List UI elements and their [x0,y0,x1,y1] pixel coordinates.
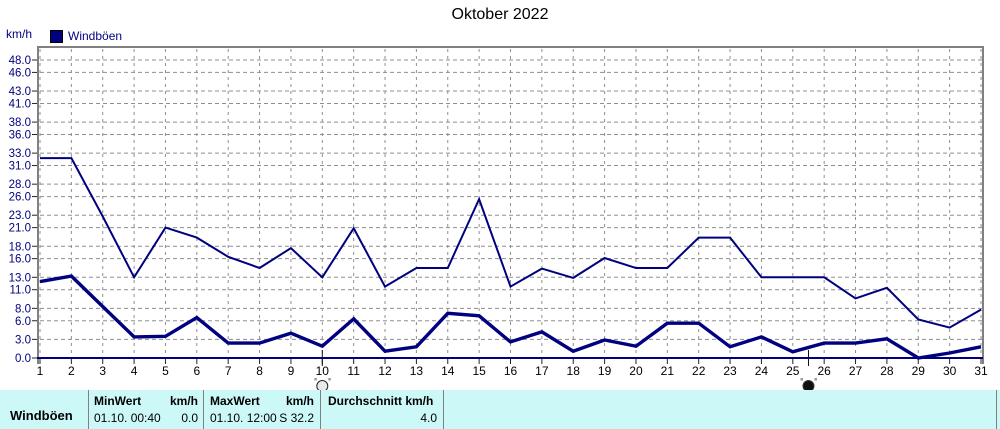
x-tick-label: 4 [131,364,138,378]
table-separator [88,390,89,429]
durchschnitt-header: Durchschnitt km/h [328,394,434,408]
maxwert-value-row: 01.10. 12:00 S 32.2 [210,411,314,425]
x-tick-label: 25 [786,364,800,378]
x-tick-label: 30 [943,364,957,378]
maxwert-header-row: MaxWert km/h [210,394,314,408]
y-tick-label: 18.0 [9,241,31,253]
x-tick-label: 21 [661,364,675,378]
y-tick-label: 11.0 [9,285,31,297]
x-tick-label: 16 [504,364,518,378]
y-tick-label: 28.0 [9,179,31,191]
y-tick-label: 33.0 [9,148,31,160]
x-tick-label: 17 [535,364,549,378]
x-tick-label: 2 [68,364,75,378]
y-tick-label: 16.0 [9,254,31,266]
x-tick-label: 12 [378,364,392,378]
x-tick-label: 27 [849,364,863,378]
legend-label: Windböen [68,29,123,43]
moon-marker-corner [314,378,317,381]
y-tick-label: 38.0 [9,117,31,129]
x-tick-label: 31 [974,364,988,378]
legend: Windböen [50,29,122,43]
x-tick-label: 6 [193,364,200,378]
y-tick-label: 31.0 [9,161,31,173]
maxwert-unit: km/h [285,394,314,408]
durchschnitt-value: 4.0 [420,411,437,425]
y-tick-label: 36.0 [9,130,31,142]
y-tick-label: 26.0 [9,192,31,204]
table-separator [203,390,204,429]
table-separator [320,390,321,429]
x-tick-label: 29 [912,364,926,378]
durchschnitt-value-row: 4.0 [328,411,437,425]
minwert-unit: km/h [169,394,198,408]
series-line-windboeen-daily-max [40,157,982,329]
y-tick-label: 6.0 [15,316,31,328]
x-tick-label: 11 [347,364,360,378]
series-line-windboeen-daily-lower [39,274,982,360]
y-tick-label: 3.0 [15,334,31,346]
x-tick-label: 28 [880,364,894,378]
x-tick-label: 1 [37,364,44,378]
minwert-header-row: MinWert km/h [94,394,198,408]
y-tick-label: 13.0 [9,272,31,284]
minwert-value: 0.0 [181,411,198,425]
x-tick-label: 13 [410,364,424,378]
table-separator [996,390,997,429]
y-tick-label: 43.0 [9,86,31,98]
x-tick-label: 14 [441,364,455,378]
x-tick-label: 23 [723,364,737,378]
x-tick-label: 7 [225,364,232,378]
minwert-datetime: 01.10. 00:40 [94,411,161,425]
x-tick-label: 10 [316,364,330,378]
x-tick-label: 5 [162,364,169,378]
y-tick-label: 0.0 [15,353,31,365]
x-tick-label: 24 [755,364,769,378]
x-tick-label: 3 [99,364,106,378]
y-tick-label: 41.0 [9,98,31,110]
durchschnitt-header-row: Durchschnitt km/h [328,394,437,408]
y-tick-label: 8.0 [15,303,31,315]
x-tick-label: 15 [472,364,486,378]
minwert-value-row: 01.10. 00:40 0.0 [94,411,198,425]
x-tick-label: 26 [817,364,831,378]
moon-marker-corner [800,378,803,381]
moon-marker-corner [328,378,331,381]
minwert-header: MinWert [94,394,142,408]
legend-color-swatch [50,29,63,43]
y-tick-label: 48.0 [9,55,31,67]
y-axis-unit-label: km/h [6,27,33,41]
y-tick-label: 46.0 [9,67,31,79]
y-tick-label: 21.0 [9,223,31,235]
x-tick-label: 18 [567,364,581,378]
table-row-label: Windböen [10,408,73,423]
y-tick-label: 23.0 [9,210,31,222]
x-tick-label: 19 [598,364,612,378]
maxwert-datetime: 01.10. 12:00 [210,411,277,425]
maxwert-header: MaxWert [210,394,260,408]
x-tick-label: 9 [288,364,295,378]
maxwert-value: S 32.2 [279,411,314,425]
x-tick-label: 8 [256,364,263,378]
table-separator [443,390,444,429]
page-title: Oktober 2022 [451,6,549,23]
moon-marker-corner [814,378,817,381]
summary-table [0,390,1000,429]
x-tick-label: 20 [629,364,643,378]
x-tick-label: 22 [692,364,706,378]
